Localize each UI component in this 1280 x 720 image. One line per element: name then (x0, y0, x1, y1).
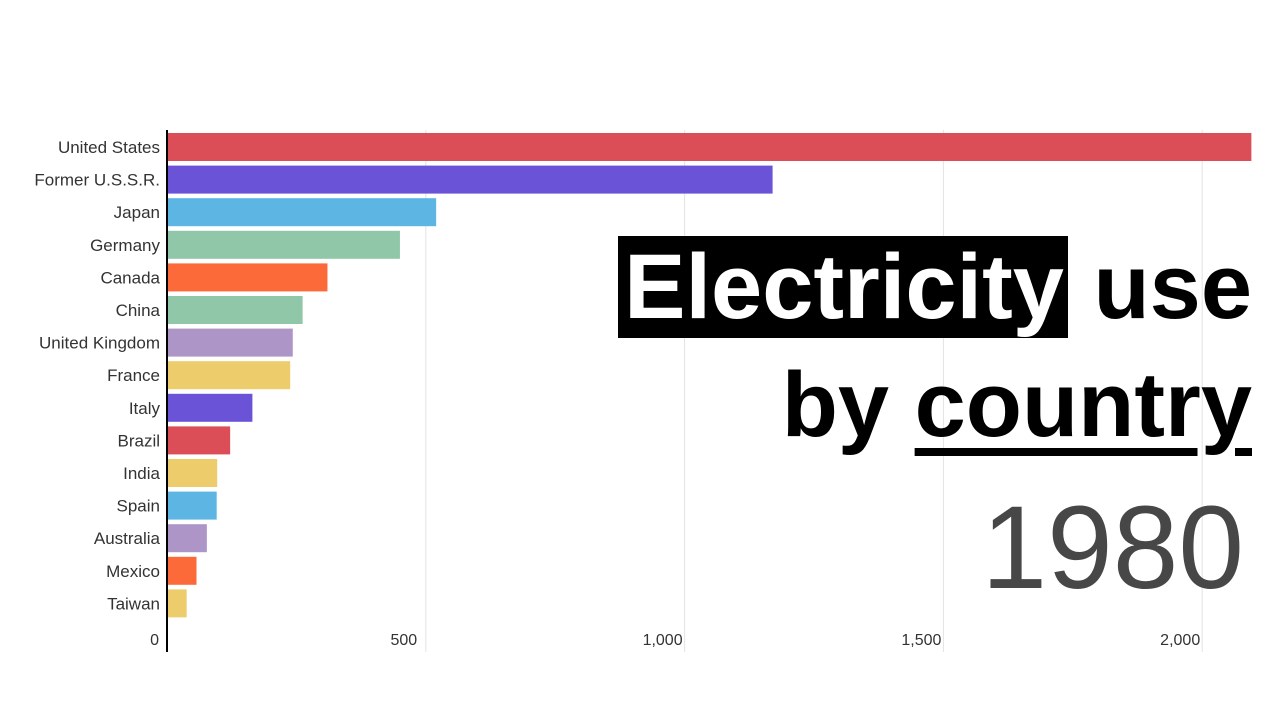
bar (168, 589, 187, 618)
bar (168, 328, 293, 357)
category-label: Japan (114, 203, 160, 222)
category-label: United Kingdom (39, 334, 160, 353)
title-line1-rest: use (1067, 236, 1252, 338)
category-label: Taiwan (107, 594, 160, 613)
category-labels: United States Former U.S.S.R. Japan Germany… (34, 138, 160, 613)
bar (168, 361, 291, 390)
category-label: Australia (94, 529, 161, 548)
category-label: Former U.S.S.R. (34, 171, 160, 190)
category-label: Germany (90, 236, 160, 255)
title-underlined-word: country (914, 354, 1252, 456)
category-label: China (116, 301, 161, 320)
category-label: Brazil (117, 431, 160, 450)
category-label: Italy (129, 399, 161, 418)
bar (168, 263, 328, 292)
x-tick-label: 1,500 (901, 632, 941, 649)
bar (168, 491, 217, 520)
year-label: 1980 (981, 482, 1244, 614)
category-label: Canada (100, 268, 160, 287)
bar (168, 230, 400, 259)
category-label: Mexico (106, 562, 160, 581)
bar (168, 459, 218, 487)
category-label: France (107, 366, 160, 385)
bar (168, 165, 773, 194)
title-line-2: by country (618, 346, 1252, 464)
x-tick-label: 1,000 (643, 632, 683, 649)
x-tick-label: 500 (390, 632, 417, 649)
category-label: India (123, 464, 160, 483)
title-line-1: Electricity use (618, 228, 1252, 346)
category-label: Spain (117, 497, 160, 516)
bar (168, 556, 197, 585)
bar (168, 198, 437, 227)
bar (168, 524, 207, 553)
bar (168, 296, 303, 324)
x-tick-label: 2,000 (1160, 632, 1200, 649)
title-line2-pre: by (781, 354, 915, 456)
x-tick-label: 0 (150, 632, 159, 649)
title-highlight: Electricity (618, 236, 1068, 338)
category-label: United States (58, 138, 160, 157)
chart-title: Electricity use by country (618, 228, 1252, 464)
bars (168, 133, 1252, 618)
bar (168, 426, 231, 455)
bar (168, 393, 253, 422)
x-axis-tick-labels: 0 500 1,000 1,500 2,000 (150, 632, 1200, 649)
bar (168, 133, 1252, 161)
gridlines (425, 130, 1203, 652)
